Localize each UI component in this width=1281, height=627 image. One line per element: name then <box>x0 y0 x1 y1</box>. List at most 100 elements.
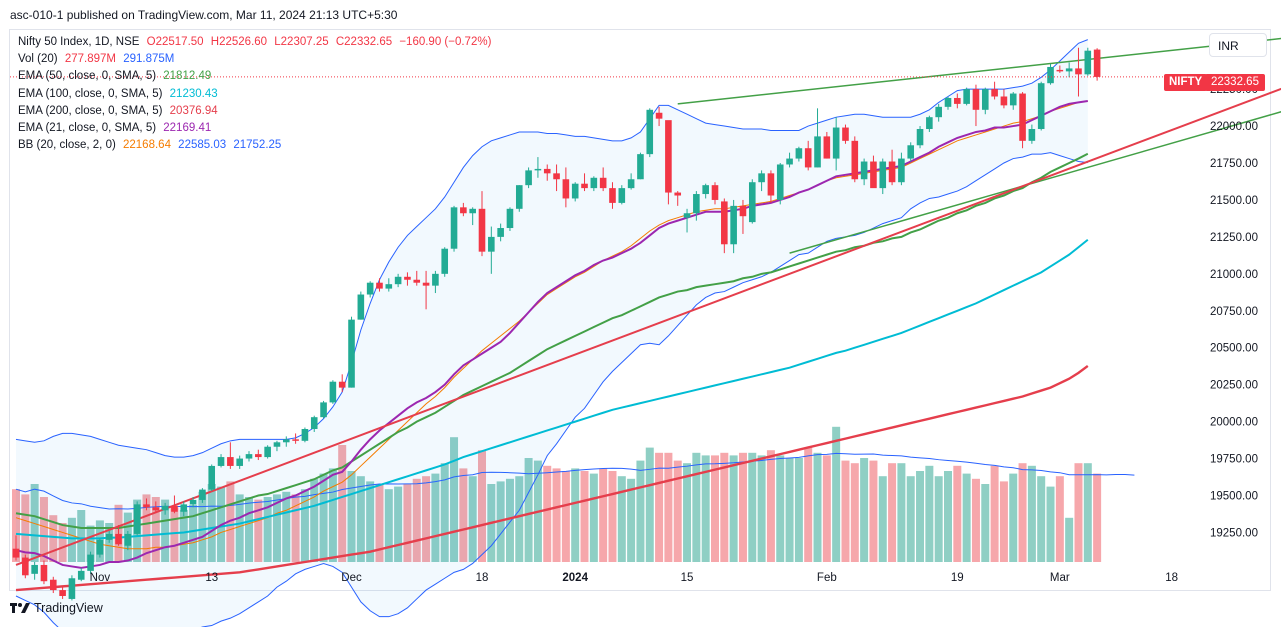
ema200-label[interactable]: EMA (200, close, 0, SMA, 5) <box>18 104 163 117</box>
volume-bar <box>990 465 999 562</box>
volume-bar <box>338 445 347 562</box>
bb-label[interactable]: BB (20, close, 2, 0) <box>18 139 116 152</box>
candle-body <box>124 533 132 546</box>
volume-bar <box>468 476 477 562</box>
candle-body <box>301 429 309 441</box>
candle-body <box>1019 93 1026 141</box>
legend-vol: Vol (20) 277.897M 291.875M <box>18 51 491 68</box>
brand-name: TradingView <box>34 601 103 615</box>
candle-body <box>972 89 980 110</box>
candle-body <box>264 446 271 458</box>
candle-body <box>1084 50 1092 75</box>
candle-body <box>851 140 859 180</box>
volume-bar <box>953 465 962 562</box>
volume-bar <box>720 452 729 562</box>
candle-body <box>469 208 476 214</box>
volume-bar <box>916 471 925 562</box>
candle-body <box>1056 69 1064 72</box>
candle-body <box>748 182 756 223</box>
candle-body <box>394 276 402 285</box>
volume-bar <box>459 468 468 562</box>
open-value: O22517.50 <box>146 36 204 48</box>
bb-upper-line <box>15 39 1088 458</box>
volume-bar <box>12 489 20 562</box>
legend-ema200: EMA (200, close, 0, SMA, 5) 20376.94 <box>18 103 491 120</box>
candle-body <box>59 590 66 596</box>
candle-body <box>171 505 178 512</box>
volume-bar <box>832 426 841 562</box>
bb-basis-line <box>15 100 1088 550</box>
volume-bar <box>1065 517 1074 562</box>
bb-lower-value: 21752.25 <box>233 139 282 152</box>
candle-body <box>832 127 840 159</box>
candle-body <box>1047 66 1054 84</box>
volume-bar <box>664 452 673 562</box>
candle-body <box>199 489 206 500</box>
x-tick-label: 18 <box>1165 572 1178 584</box>
tradingview-brand[interactable]: TradingView <box>10 601 103 615</box>
close-value: C22332.65 <box>335 36 393 48</box>
candle-body <box>366 282 374 295</box>
candle-body <box>814 136 821 168</box>
candle-body <box>413 279 421 283</box>
candles[interactable] <box>12 47 1101 601</box>
candle-body <box>422 282 430 286</box>
volume-bar <box>617 476 626 562</box>
candle-body <box>981 89 989 110</box>
candle-body <box>497 228 504 237</box>
change-value: −160.90 (−0.72%) <box>399 36 492 48</box>
volume-bar <box>580 471 589 562</box>
volume-bar <box>356 476 365 562</box>
volume-bar <box>971 478 980 562</box>
candle-body <box>907 145 915 159</box>
candle-body <box>525 170 532 186</box>
candle-body <box>31 564 38 574</box>
candle-body <box>338 381 346 388</box>
volume-bar <box>981 484 990 562</box>
ema50-label[interactable]: EMA (50, close, 0, SMA, 5) <box>18 70 157 83</box>
volume-bar <box>636 460 645 562</box>
x-tick-label: 2024 <box>562 572 588 584</box>
y-tick-label: 20250.00 <box>1210 380 1258 392</box>
candle-body <box>105 533 113 540</box>
volume-bar <box>692 452 701 562</box>
volume-bar <box>179 510 188 562</box>
volume-bar <box>571 468 580 562</box>
volume-bar <box>235 494 244 562</box>
volume-bar <box>701 455 710 562</box>
volume-bar <box>552 468 561 562</box>
ema21-label[interactable]: EMA (21, close, 0, SMA, 5) <box>18 122 157 135</box>
candle-body <box>1065 68 1073 72</box>
volume-bar <box>58 523 67 562</box>
candle-body <box>22 557 29 576</box>
volume-bar <box>366 481 375 562</box>
volume-bar <box>869 460 878 562</box>
candle-body <box>152 507 160 511</box>
candle-body <box>935 106 942 118</box>
candle-body <box>282 439 290 443</box>
candle-body <box>208 465 216 490</box>
currency-button[interactable]: INR <box>1209 33 1267 57</box>
candle-body <box>646 109 654 155</box>
candle-body <box>571 183 579 199</box>
volume-bar <box>310 478 319 562</box>
ema100-label[interactable]: EMA (100, close, 0, SMA, 5) <box>18 87 163 100</box>
candle-body <box>488 236 495 252</box>
volume-bar <box>608 471 617 562</box>
tradingview-logo-icon <box>10 603 30 613</box>
volume-bars <box>12 426 1135 562</box>
volume-bar <box>319 473 328 562</box>
legend-ema21: EMA (21, close, 0, SMA, 5) 22169.41 <box>18 120 491 137</box>
volume-bar <box>263 497 272 562</box>
bb-basis-value: 22168.64 <box>123 139 171 152</box>
candle-body <box>739 205 747 217</box>
volume-bar <box>850 463 859 562</box>
vol-label[interactable]: Vol (20) <box>18 53 58 66</box>
ema200-line <box>15 364 1089 592</box>
candle-body <box>637 154 644 180</box>
candle-body <box>245 454 253 459</box>
symbol-label[interactable]: Nifty 50 Index, 1D, NSE <box>18 36 140 48</box>
candle-body <box>898 158 905 183</box>
candle-body <box>255 454 262 458</box>
